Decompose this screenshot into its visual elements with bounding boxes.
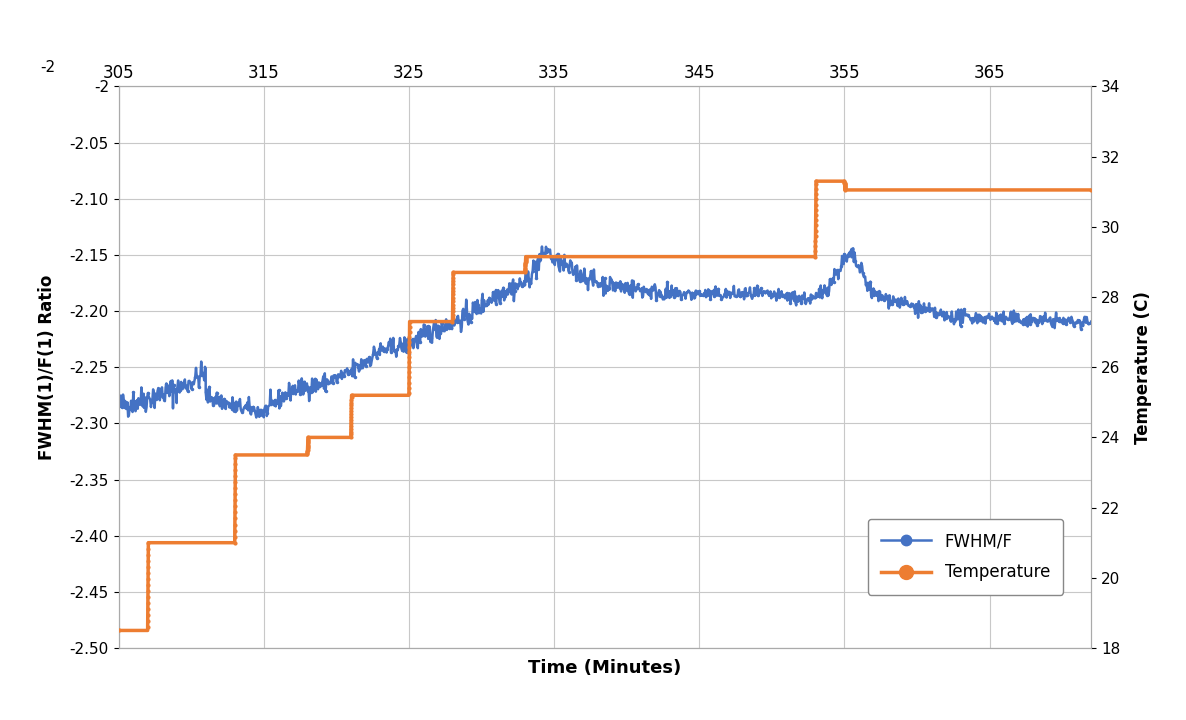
Temperature [229,454,243,462]
FWHM/F [275,389,289,397]
FWHM/F [637,285,651,294]
Text: -2: -2 [40,60,56,75]
FWHM/F [529,258,543,266]
Temperature [111,626,126,635]
Temperature [402,378,416,387]
FWHM/F [249,413,263,422]
X-axis label: Time (Minutes): Time (Minutes) [528,659,682,677]
Line: FWHM/F: FWHM/F [117,246,1092,418]
Temperature [809,177,823,186]
Temperature [1084,186,1098,194]
Temperature [446,315,460,324]
Temperature [809,224,823,233]
FWHM/F [1084,318,1098,326]
Legend: FWHM/F, Temperature: FWHM/F, Temperature [868,518,1064,595]
Temperature [141,596,155,605]
FWHM/F [535,242,549,251]
FWHM/F [366,349,381,358]
Y-axis label: FWHM(1)/F(1) Ratio: FWHM(1)/F(1) Ratio [38,274,56,460]
FWHM/F [111,399,126,408]
Line: Temperature: Temperature [117,180,1092,632]
FWHM/F [120,403,134,412]
Y-axis label: Temperature (C): Temperature (C) [1134,291,1152,444]
FWHM/F [916,307,930,316]
Temperature [809,226,823,235]
